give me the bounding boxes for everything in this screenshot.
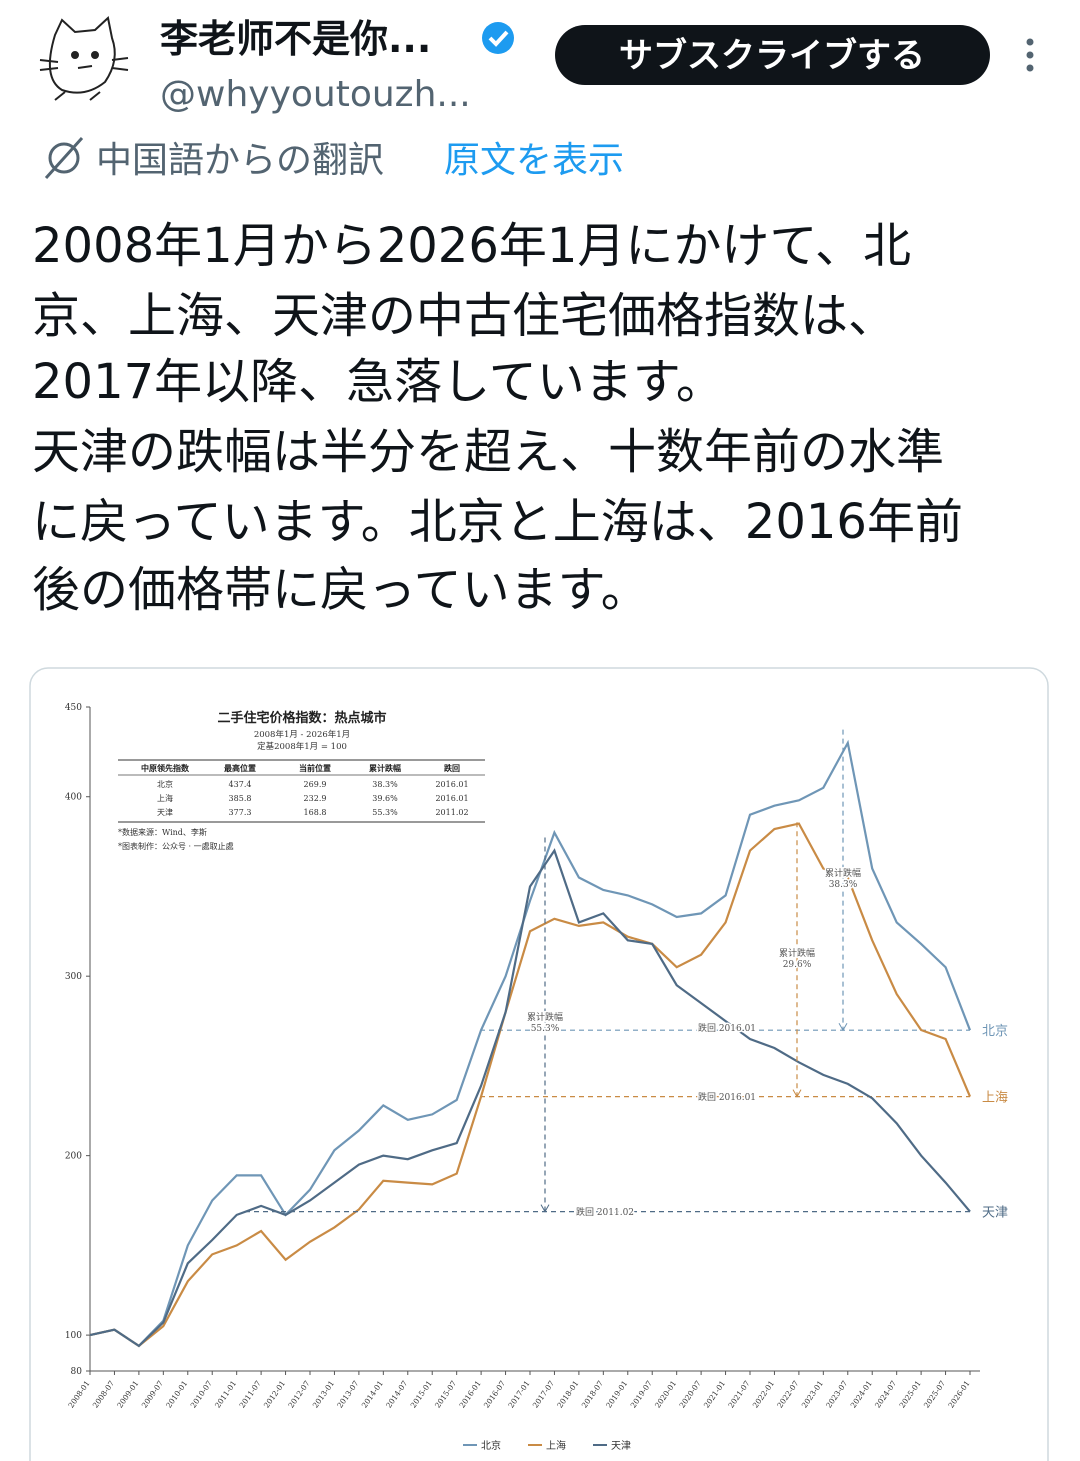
y-tick-label: 400 — [65, 793, 82, 803]
table-cell: 437.4 — [229, 780, 252, 789]
table-cell: 2016.01 — [435, 794, 468, 803]
table-cell: 2011.02 — [435, 808, 468, 817]
end-label: 北京 — [982, 1024, 1008, 1039]
table-cell: 269.9 — [304, 780, 327, 789]
annotation: 跌回 2016.01 — [698, 1092, 756, 1103]
display-name[interactable]: 李老师不是你... — [160, 17, 431, 61]
post-text: 2008年1月から2026年1月にかけて、北京、上海、天津の中古住宅価格指数は、… — [32, 218, 963, 618]
table-header: 跌回 — [444, 763, 460, 773]
table-header: 当前位置 — [299, 763, 331, 773]
handle[interactable]: @whyyoutouzh... — [160, 74, 471, 115]
table-cell: 39.6% — [372, 794, 398, 803]
annotation: 55.3% — [531, 1024, 560, 1034]
more-menu[interactable] — [1026, 38, 1034, 72]
legend-label: 北京 — [481, 1439, 501, 1452]
annotation: 29.6% — [783, 960, 812, 970]
table-cell: 377.3 — [229, 808, 252, 817]
y-tick-label: 200 — [65, 1152, 82, 1162]
table-cell: 上海 — [157, 793, 173, 803]
post-line: 京、上海、天津の中古住宅価格指数は、 — [32, 288, 896, 344]
table-cell: 55.3% — [372, 808, 398, 817]
table-cell: 385.8 — [229, 794, 252, 803]
table-cell: 232.9 — [304, 794, 327, 803]
translate-icon — [44, 136, 84, 180]
subscribe-button[interactable] — [555, 25, 990, 85]
annotation: 跌回 2011.02 — [576, 1207, 634, 1218]
chart-note: *图表制作：公众号 · 一處取止處 — [118, 841, 234, 851]
post-line: 2017年以降、急落しています。 — [32, 354, 724, 410]
chart-title: 二手住宅价格指数：热点城市 — [217, 710, 386, 726]
y-tick-label: 80 — [71, 1367, 83, 1377]
table-header: 累计跌幅 — [369, 763, 401, 773]
chart-subtitle: 2008年1月 - 2026年1月 — [254, 729, 350, 740]
media-frame[interactable] — [29, 667, 1049, 1461]
table-header: 中原领先指数 — [141, 763, 190, 773]
annotation: 累计跌幅 — [527, 1011, 563, 1023]
legend-label: 天津 — [611, 1440, 631, 1452]
y-tick-label: 100 — [65, 1331, 82, 1341]
series-line — [89, 822, 972, 1348]
annotation: 跌回 2016.01 — [698, 1023, 756, 1034]
annotation: 累计跌幅 — [825, 867, 861, 879]
annotation: 累计跌幅 — [779, 947, 815, 959]
show-original[interactable]: 原文を表示 — [444, 140, 624, 181]
translation-note: 中国語からの翻訳 — [96, 140, 384, 181]
verified-badge — [482, 22, 514, 54]
chart-note: *数据来源：Wind、李斯 — [118, 827, 207, 837]
table-cell: 38.3% — [372, 780, 398, 789]
subscribe-label[interactable]: サブスクライブする — [619, 36, 925, 76]
table-cell: 2016.01 — [435, 780, 468, 789]
arrow-head — [838, 1022, 848, 1032]
arrow-head — [792, 1089, 802, 1098]
post-line: 2008年1月から2026年1月にかけて、北 — [32, 218, 911, 274]
table-cell: 北京 — [157, 779, 173, 789]
post-line: 天津の跌幅は半分を超え、十数年前の水準 — [32, 424, 944, 480]
table-header: 最高位置 — [224, 763, 256, 773]
post-line: 後の価格帯に戻っています。 — [32, 562, 649, 618]
post-line: に戻っています。北京と上海は、2016年前 — [32, 494, 963, 550]
end-label: 天津 — [982, 1206, 1008, 1221]
avatar[interactable] — [39, 16, 129, 101]
y-tick-label: 450 — [65, 703, 82, 713]
table-cell: 天津 — [157, 807, 173, 817]
chart-subtitle: 定基2008年1月 = 100 — [257, 741, 347, 752]
annotation: 38.3% — [829, 880, 858, 890]
table-cell: 168.8 — [304, 808, 327, 817]
y-tick-label: 300 — [65, 972, 82, 982]
legend-label: 上海 — [546, 1439, 566, 1452]
series-line — [89, 739, 972, 1348]
arrow-head — [540, 1204, 550, 1213]
series-line — [89, 848, 971, 1348]
end-label: 上海 — [982, 1091, 1008, 1106]
